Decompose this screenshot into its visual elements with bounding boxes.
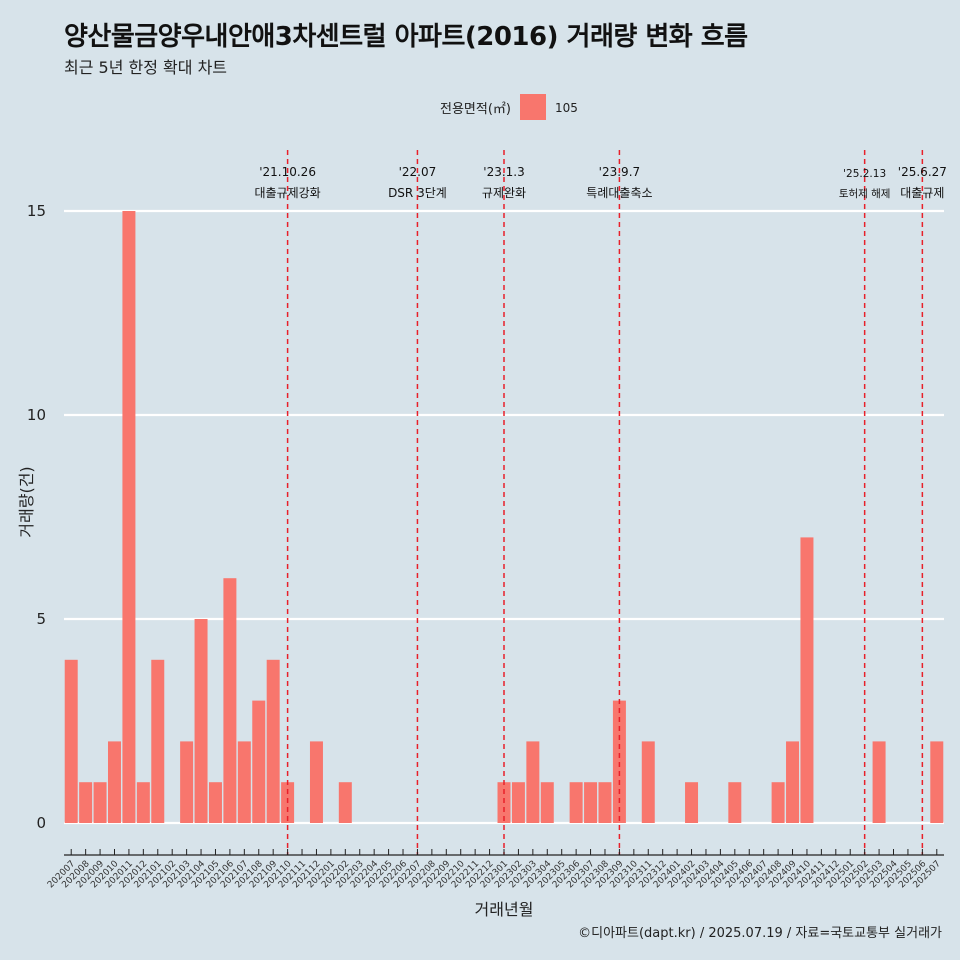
axes: 0510152020072020082020092020102020112020… — [17, 202, 944, 919]
bar-202410 — [800, 537, 814, 823]
event-date: '22.07 — [399, 165, 437, 179]
y-axis-title: 거래량(건) — [17, 466, 36, 537]
event-date: '21.10.26 — [259, 165, 316, 179]
legend: 전용면적(㎡) 105 — [440, 94, 578, 120]
chart-title: 양산물금양우내안애3차센트럴 아파트(2016) 거래량 변화 흐름 — [64, 22, 748, 52]
y-tick-label: 5 — [36, 610, 46, 628]
event-date: '23.9.7 — [599, 165, 640, 179]
bar-202405 — [728, 782, 742, 823]
bar-202306 — [569, 782, 583, 823]
bar-202402 — [685, 782, 699, 823]
bar-202104 — [194, 619, 208, 823]
bar-202202 — [338, 782, 352, 823]
y-tick-label: 0 — [36, 814, 46, 832]
event-label: 대출규제강화 — [254, 186, 320, 200]
bar-202304 — [540, 782, 554, 823]
event-date: '23.1.3 — [483, 165, 524, 179]
event-date: '25.6.27 — [898, 165, 947, 179]
bar-202311 — [641, 741, 655, 823]
event-date: '25.2.13 — [843, 168, 886, 180]
event-markers: '21.10.26 대출규제강화 '22.07 DSR 3단계 '23.1.3 규제완화 '… — [254, 150, 947, 855]
bar-202503 — [872, 741, 886, 823]
bar-202007 — [64, 659, 78, 823]
legend-swatch — [520, 94, 546, 120]
bar-202106 — [223, 578, 237, 823]
bar-202108 — [252, 700, 266, 823]
event-label: DSR 3단계 — [388, 186, 447, 200]
event-label: 특례대출축소 — [586, 186, 652, 200]
caption: ©디아파트(dapt.kr) / 2025.07.19 / 자료=국토교통부 실… — [578, 926, 942, 941]
y-tick-label: 10 — [27, 406, 46, 424]
bar-202302 — [511, 782, 525, 823]
bar-202409 — [786, 741, 800, 823]
bar-202008 — [79, 782, 93, 823]
bars — [64, 211, 944, 823]
bar-202107 — [237, 741, 251, 823]
bar-202105 — [208, 782, 222, 823]
legend-item-label: 105 — [555, 101, 578, 115]
bar-202101 — [151, 659, 165, 823]
legend-title: 전용면적(㎡) — [440, 102, 511, 117]
bar-202112 — [309, 741, 323, 823]
bar-202308 — [598, 782, 612, 823]
chart-subtitle: 최근 5년 한정 확대 차트 — [64, 58, 228, 77]
bar-202303 — [526, 741, 540, 823]
event-label: 대출규제 — [900, 186, 944, 200]
bar-202109 — [266, 659, 280, 823]
bar-202103 — [180, 741, 194, 823]
bar-202009 — [93, 782, 107, 823]
bar-202010 — [108, 741, 121, 823]
bar-202408 — [771, 782, 785, 823]
bar-202507 — [930, 741, 944, 823]
bar-202309 — [612, 700, 626, 823]
x-axis-title: 거래년월 — [475, 900, 534, 919]
y-tick-label: 15 — [27, 202, 46, 220]
event-label: 토허제 해제 — [839, 187, 891, 200]
bar-202307 — [584, 782, 598, 823]
bar-202012 — [136, 782, 150, 823]
event-label: 규제완화 — [482, 186, 526, 200]
bar-202011 — [122, 211, 136, 823]
